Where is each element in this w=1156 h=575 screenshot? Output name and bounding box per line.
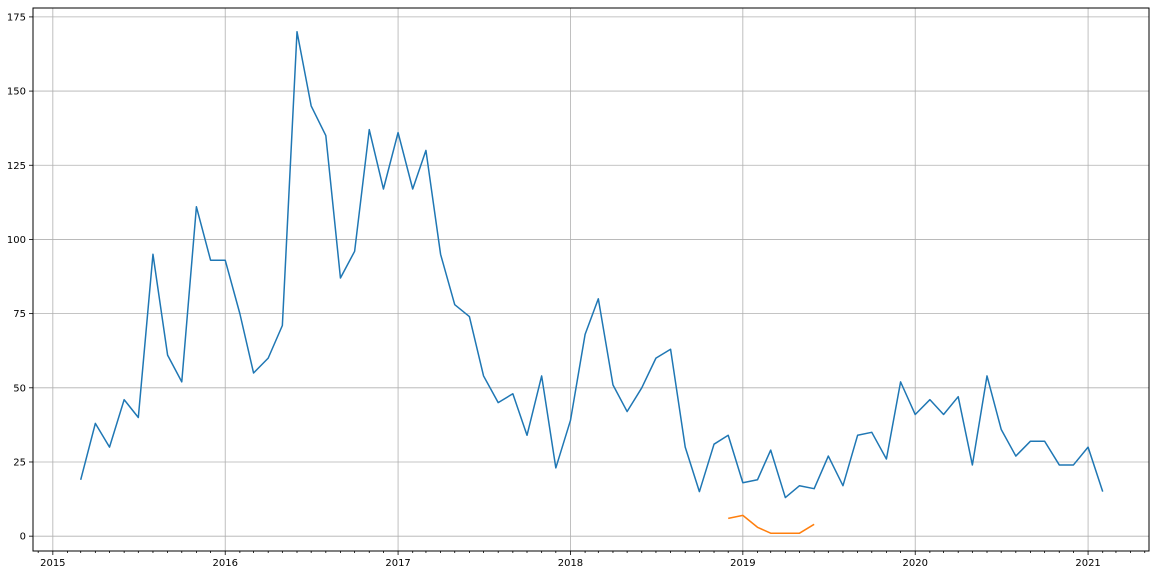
y-tick-label: 100 <box>7 235 26 246</box>
y-axis: 0 25 50 75 100 125 150 175 <box>7 12 33 543</box>
y-tick-label: 75 <box>13 309 26 320</box>
x-tick-label: 2020 <box>902 558 927 569</box>
y-tick-label: 175 <box>7 12 26 23</box>
y-tick-label: 50 <box>13 383 26 394</box>
series-line-1 <box>79 30 1104 499</box>
gridlines <box>33 8 1149 551</box>
x-tick-label: 2017 <box>385 558 410 569</box>
series-layer <box>79 30 1104 534</box>
plot-frame <box>32 7 1150 552</box>
y-tick-label: 0 <box>20 532 26 543</box>
y-tick-label: 150 <box>7 87 26 98</box>
x-axis: 2015 2016 2017 2018 2019 2020 2021 <box>37 551 1146 569</box>
x-tick-label: 2021 <box>1075 558 1100 569</box>
y-tick-label: 125 <box>7 161 26 172</box>
y-tick-label: 25 <box>13 457 26 468</box>
x-tick-label: 2018 <box>558 558 583 569</box>
x-tick-label: 2019 <box>730 558 755 569</box>
x-tick-label: 2016 <box>212 558 237 569</box>
plot-background <box>33 8 1149 551</box>
x-tick-label: 2015 <box>40 558 65 569</box>
